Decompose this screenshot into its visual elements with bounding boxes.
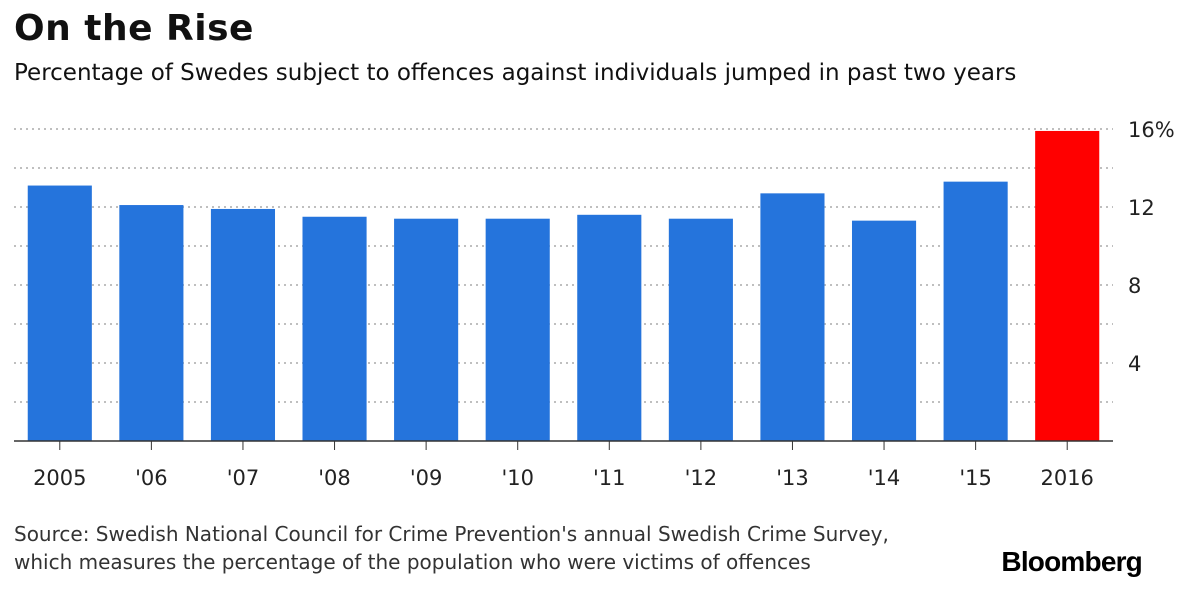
x-tick-label: '13 xyxy=(776,466,809,490)
y-tick-label: 8 xyxy=(1128,274,1141,298)
x-tick-label: 2005 xyxy=(33,466,86,490)
chart-subtitle: Percentage of Swedes subject to offences… xyxy=(14,60,1017,86)
x-tick-label: '06 xyxy=(135,466,168,490)
bars xyxy=(27,130,1100,441)
x-tick-label: 2016 xyxy=(1040,466,1093,490)
source-note: Source: Swedish National Council for Cri… xyxy=(14,520,974,576)
y-tick-label: 16% xyxy=(1128,118,1175,142)
x-tick-label: '09 xyxy=(410,466,443,490)
x-tick-label: '08 xyxy=(318,466,351,490)
bar-10 xyxy=(943,181,1008,441)
y-tick-label: 4 xyxy=(1128,352,1141,376)
x-tick-label: '12 xyxy=(685,466,718,490)
chart-title: On the Rise xyxy=(14,8,254,49)
bar-11 xyxy=(1035,130,1100,441)
bar-5 xyxy=(485,218,550,441)
bar-chart: 4 8 12 16% 2005 '06 '07 '08 '09 '10 '11 '12 '13 '14 '… xyxy=(14,118,1175,490)
bar-7 xyxy=(668,218,733,441)
bar-0 xyxy=(27,185,92,441)
bar-3 xyxy=(302,216,367,441)
source-line-2: which measures the percentage of the pop… xyxy=(14,550,811,574)
bar-6 xyxy=(577,214,642,441)
bar-1 xyxy=(119,205,184,441)
y-axis-tick-labels: 4 8 12 16% xyxy=(1128,118,1175,376)
bar-9 xyxy=(851,220,917,441)
x-axis xyxy=(14,440,1113,450)
bloomberg-logo: Bloomberg xyxy=(1001,546,1142,577)
x-tick-label: '10 xyxy=(501,466,534,490)
x-tick-label: '15 xyxy=(959,466,992,490)
x-tick-label: '14 xyxy=(868,466,901,490)
x-tick-label: '07 xyxy=(227,466,260,490)
x-axis-tick-labels: 2005 '06 '07 '08 '09 '10 '11 '12 '13 '14 '15 2016 xyxy=(33,466,1094,490)
bar-4 xyxy=(394,218,459,441)
x-tick-label: '11 xyxy=(593,466,626,490)
bar-2 xyxy=(210,208,276,441)
y-tick-label: 12 xyxy=(1128,196,1155,220)
source-line-1: Source: Swedish National Council for Cri… xyxy=(14,522,889,546)
bar-8 xyxy=(760,193,825,441)
